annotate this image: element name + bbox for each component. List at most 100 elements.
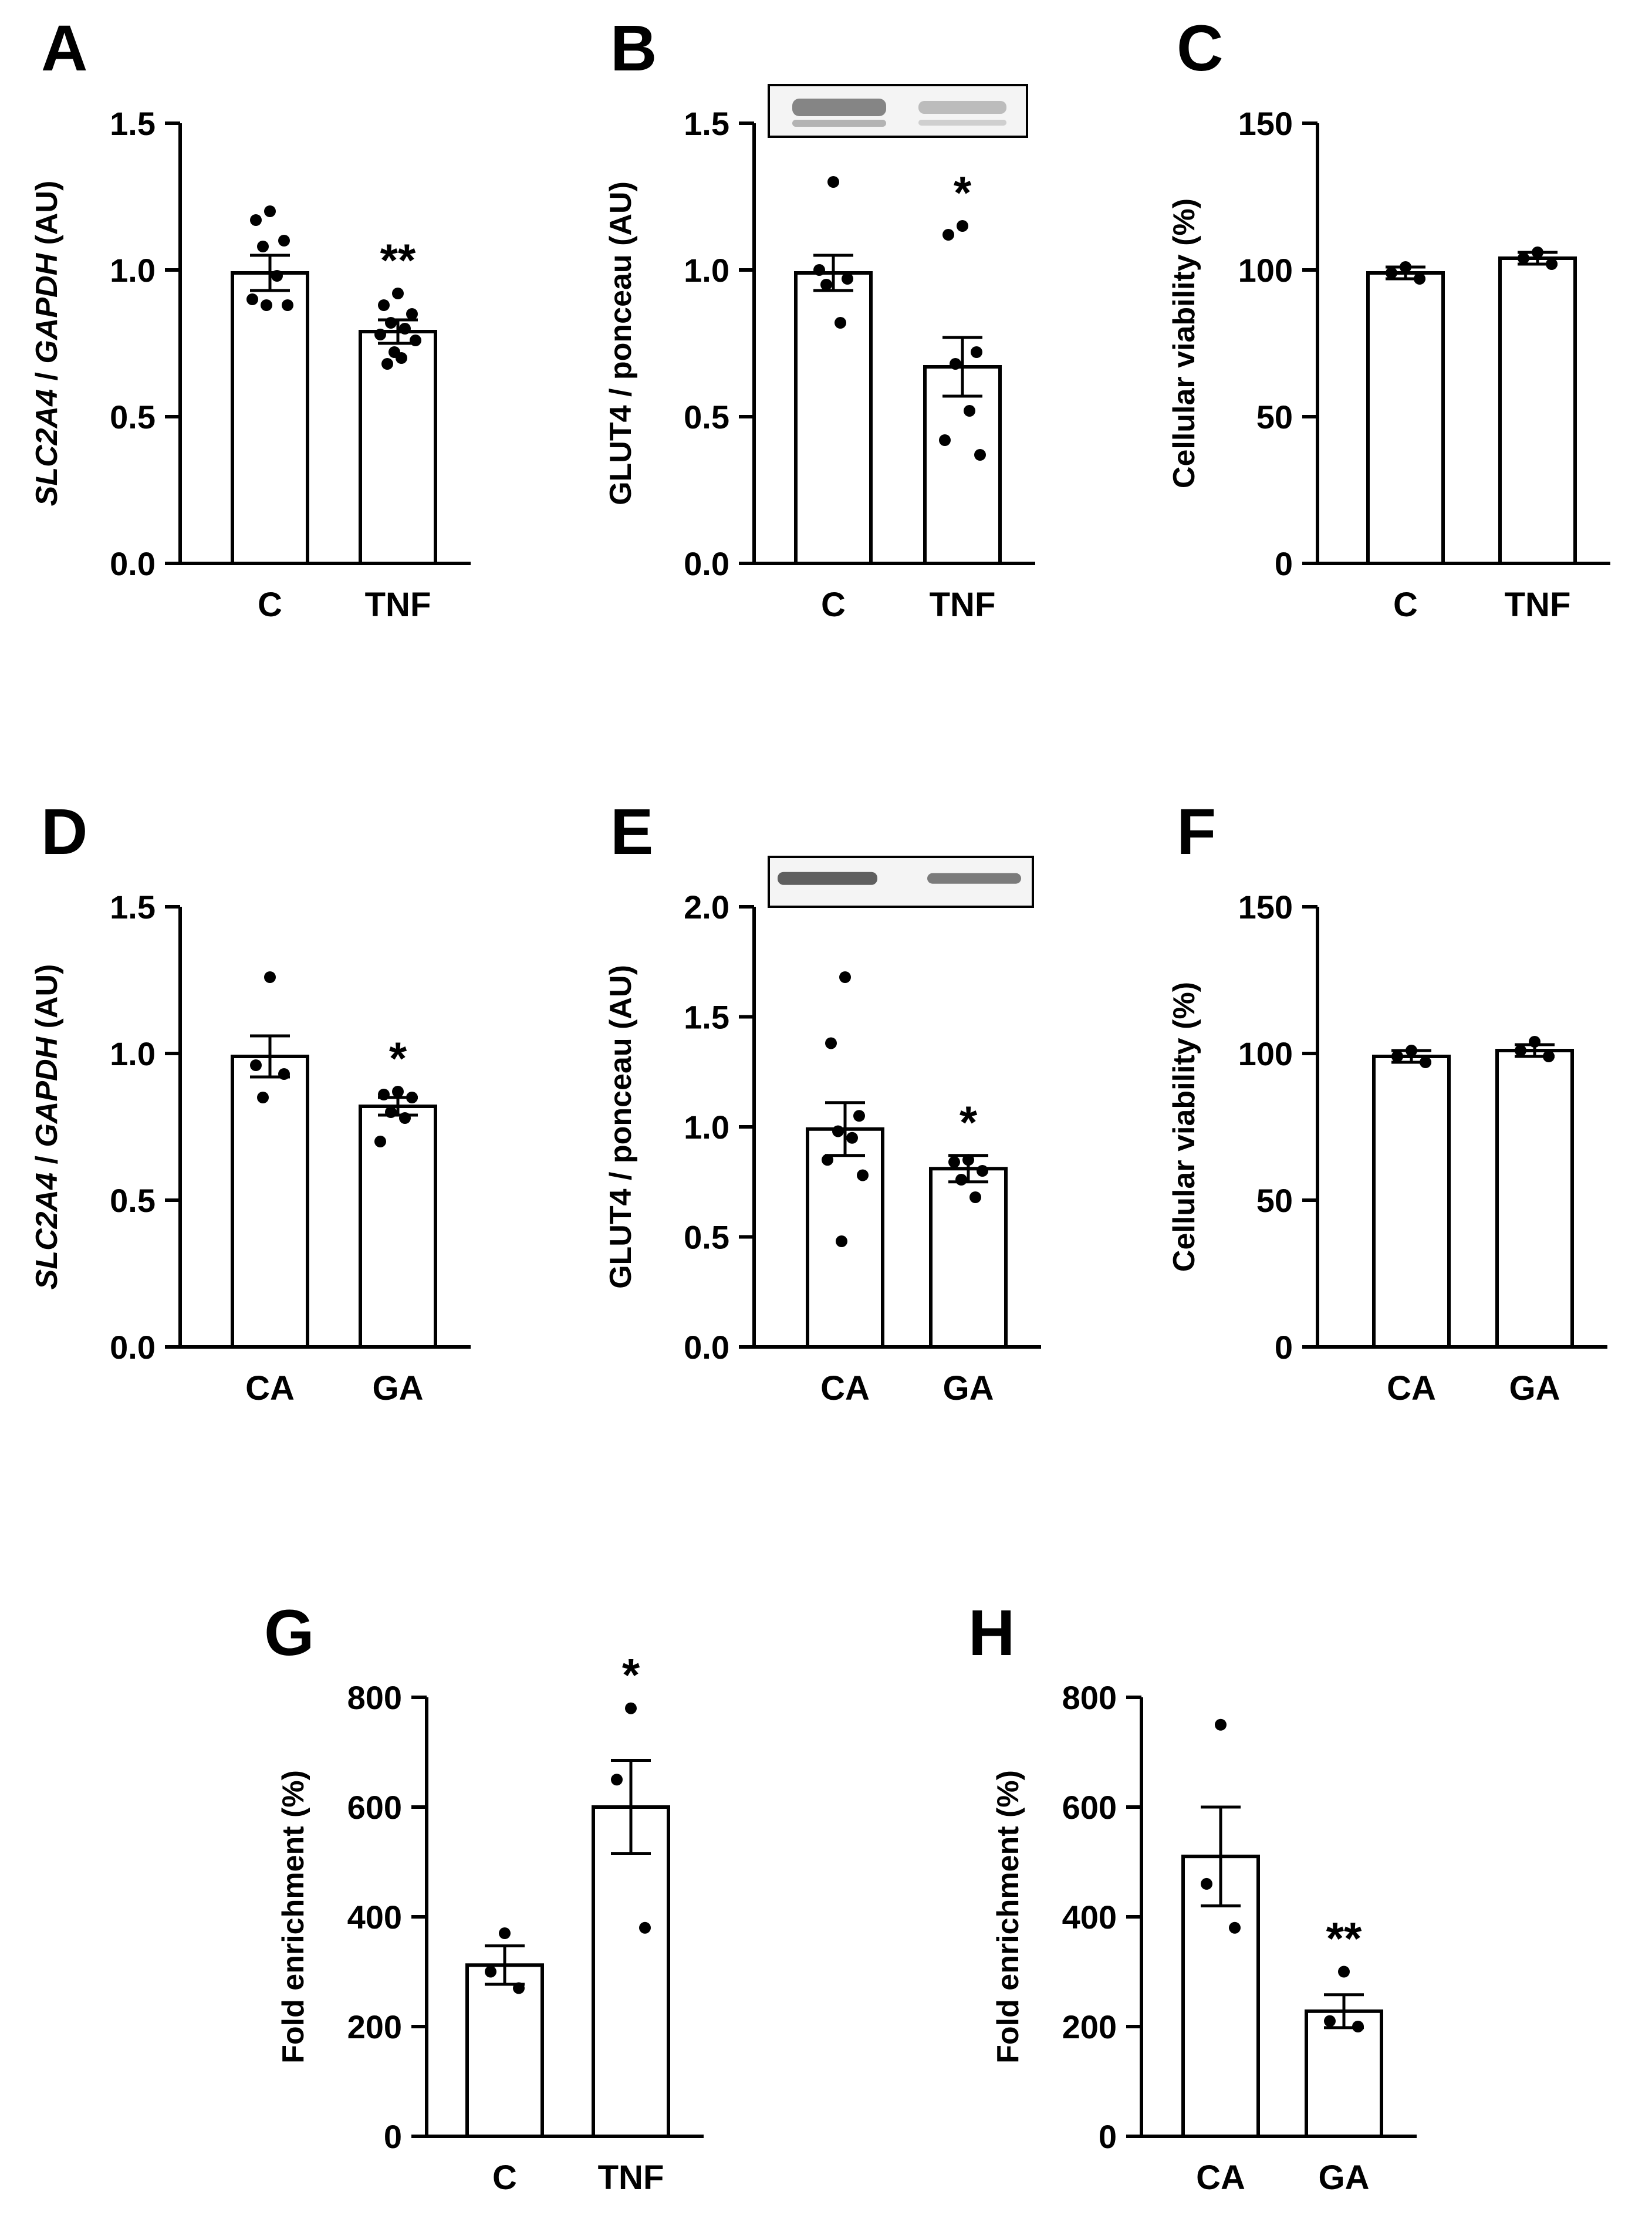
data-point	[942, 229, 954, 241]
y-tick-label: 1.0	[684, 1109, 729, 1146]
data-point	[406, 1092, 418, 1103]
data-point	[974, 449, 986, 461]
panel-b: B 0.0 0.5 1.0 1.5 GLUT4 / ponceau (AU) C TNF *	[604, 12, 1035, 624]
panel-letter: B	[610, 12, 657, 85]
x-category-label: C	[821, 586, 846, 624]
blot-band	[927, 873, 1021, 884]
y-tick-label: 1.0	[684, 252, 729, 289]
panel-d: D 0.0 0.5 1.0 1.5 SLC2A4 / GAPDH (AU) CA GA *	[30, 796, 471, 1407]
panel-letter: F	[1177, 796, 1216, 868]
bar-ga	[359, 1105, 437, 1349]
y-axis-label-part: (AU)	[30, 181, 64, 254]
data-point	[1400, 261, 1411, 273]
y-tick-label: 150	[1238, 105, 1293, 142]
blot-band	[778, 872, 877, 885]
data-point	[950, 358, 961, 370]
data-point	[399, 323, 411, 335]
data-point	[499, 1927, 511, 1940]
data-point	[964, 405, 975, 417]
y-tick-label: 0.5	[684, 399, 729, 435]
data-point	[857, 1169, 869, 1181]
y-axis-label: Fold enrichment (%)	[276, 1770, 310, 2064]
y-tick-label: 1.5	[110, 105, 156, 142]
y-axis-label-part: (AU)	[30, 964, 64, 1037]
y-tick-label: 0	[1275, 545, 1293, 582]
y-tick-label: 0.0	[684, 1329, 729, 1366]
data-point	[246, 293, 258, 305]
data-point	[977, 1165, 988, 1177]
x-category-label: CA	[1196, 2159, 1245, 2197]
panel-letter: G	[264, 1597, 315, 1669]
data-point	[955, 1174, 967, 1186]
data-point	[836, 1235, 847, 1247]
panel-c: C 0 50 100 150 Cellular viability (%) C TNF	[1167, 12, 1610, 624]
y-axis-label-part: SLC2A4	[30, 1173, 64, 1289]
y-axis-label: Fold enrichment (%)	[991, 1770, 1025, 2064]
y-tick-label: 0.5	[110, 399, 156, 435]
blot-band	[792, 119, 886, 127]
data-point	[1543, 1051, 1555, 1062]
y-tick-label: 800	[1062, 1679, 1117, 1716]
bar-c	[465, 1963, 544, 2139]
data-point	[957, 220, 968, 232]
panel-letter: H	[968, 1597, 1015, 1669]
data-point	[264, 971, 276, 983]
data-point	[820, 279, 832, 291]
data-point	[1201, 1877, 1212, 1890]
bar-c	[231, 271, 309, 565]
x-category-label: TNF	[930, 586, 996, 624]
data-point	[406, 308, 418, 320]
data-point	[846, 1132, 858, 1144]
bar-ga	[929, 1167, 1008, 1349]
x-category-label: CA	[245, 1369, 295, 1407]
western-blot-image	[768, 856, 1034, 908]
data-point	[264, 205, 276, 217]
data-point	[1215, 1718, 1227, 1731]
y-tick-label: 1.0	[110, 252, 156, 289]
data-point	[832, 1125, 844, 1137]
panel-f: F 0 50 100 150 Cellular viability (%) CA GA	[1167, 796, 1607, 1407]
data-point	[250, 1059, 262, 1071]
y-axis-label-part: /	[30, 364, 64, 389]
panel-letter: A	[41, 12, 87, 85]
y-axis-label-part: Cellular viability (%)	[1167, 198, 1201, 488]
data-point	[1515, 1045, 1526, 1056]
y-tick-label: 1.5	[684, 999, 729, 1036]
y-tick-label: 800	[347, 1679, 402, 1716]
significance-label: **	[1326, 1913, 1362, 1964]
bar-ca	[1372, 1055, 1451, 1349]
x-category-label: GA	[1509, 1369, 1560, 1407]
x-category-label: CA	[820, 1369, 870, 1407]
y-tick-label: 200	[347, 2008, 402, 2045]
y-tick-label: 1.5	[684, 105, 729, 142]
data-point	[639, 1922, 651, 1934]
data-point	[969, 1191, 981, 1203]
y-tick-label: 50	[1256, 399, 1293, 435]
significance-label: *	[960, 1096, 978, 1148]
data-point	[825, 1037, 837, 1049]
data-point	[1414, 273, 1425, 285]
y-tick-label: 1.5	[110, 889, 156, 926]
y-tick-label: 0	[1275, 1329, 1293, 1366]
bar-tnf	[923, 365, 1002, 565]
y-axis-label-part: GLUT4 / ponceau (AU)	[604, 181, 638, 505]
panel-a: A 0.0 0.5 1.0 1.5 SLC2A4 / GAPDH (AU) C TNF **	[30, 12, 471, 624]
panel-g: G 0 200 400 600 800 Fold enrichment (%) C TNF *	[264, 1597, 704, 2197]
x-category-label: C	[258, 586, 282, 624]
y-tick-label: 600	[347, 1789, 402, 1826]
y-tick-label: 100	[1238, 1035, 1293, 1072]
data-point	[1352, 2021, 1364, 2032]
data-point	[822, 1154, 833, 1166]
blot-band	[918, 100, 1006, 114]
data-point	[1529, 1036, 1540, 1048]
data-point	[374, 329, 386, 340]
y-axis-label-part: GAPDH	[30, 1036, 64, 1147]
bar-c	[1366, 271, 1445, 565]
y-axis-label: SLC2A4 / GAPDH (AU)	[30, 964, 64, 1290]
y-tick-label: 0.0	[684, 545, 729, 582]
data-point	[485, 1966, 496, 1978]
y-tick-label: 200	[1062, 2008, 1117, 2045]
data-point	[374, 1136, 386, 1147]
y-tick-label: 400	[1062, 1899, 1117, 1936]
